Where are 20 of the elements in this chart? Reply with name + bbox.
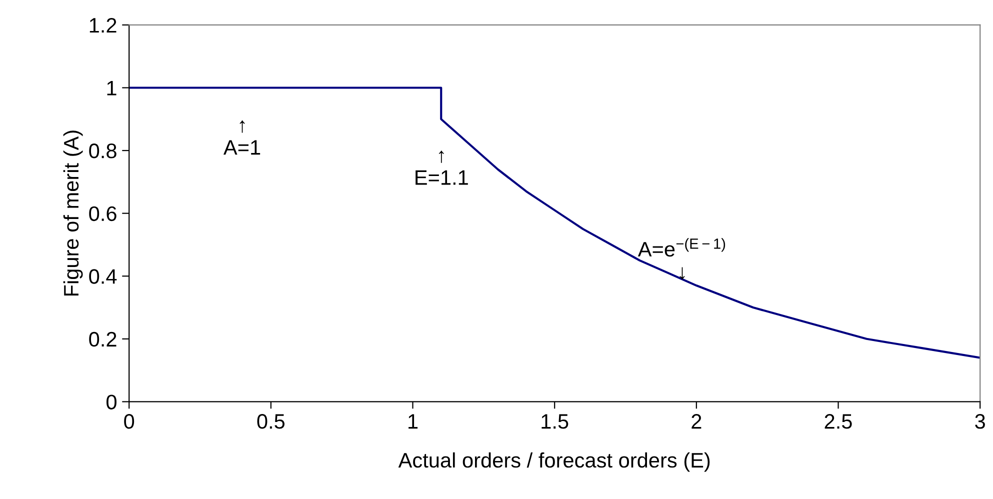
y-tick-label: 1 (107, 80, 116, 96)
x-tick-label: 0 (124, 414, 134, 429)
x-tick-label: 0.5 (257, 414, 285, 429)
annotation: ↑ E=1.1 (416, 150, 468, 185)
y-tick-label: 0.6 (89, 206, 116, 222)
annotation: A=e$^{−(E−1)}$ ↓ (638, 238, 726, 280)
x-axis-title: Actual orders / forecast orders (E) (398, 452, 710, 472)
y-tick-label: 0.8 (89, 144, 116, 158)
x-tick-label: 1.5 (542, 414, 568, 429)
x-tick-label: 3 (975, 414, 985, 429)
y-tick-label: 1.2 (90, 18, 116, 32)
x-tick-label: 2 (692, 414, 702, 429)
x-tick-label: 1 (408, 414, 418, 429)
y-tick-label: 0.4 (89, 269, 117, 284)
y-tick-label: 0 (106, 394, 116, 410)
y-tick-label: 0.2 (89, 332, 116, 347)
x-tick-label: 2.5 (824, 414, 852, 429)
line-series (129, 86, 980, 359)
annotation: ↑ A=1 (223, 120, 260, 155)
y-axis-title: Figure of merit (A) (63, 130, 83, 296)
